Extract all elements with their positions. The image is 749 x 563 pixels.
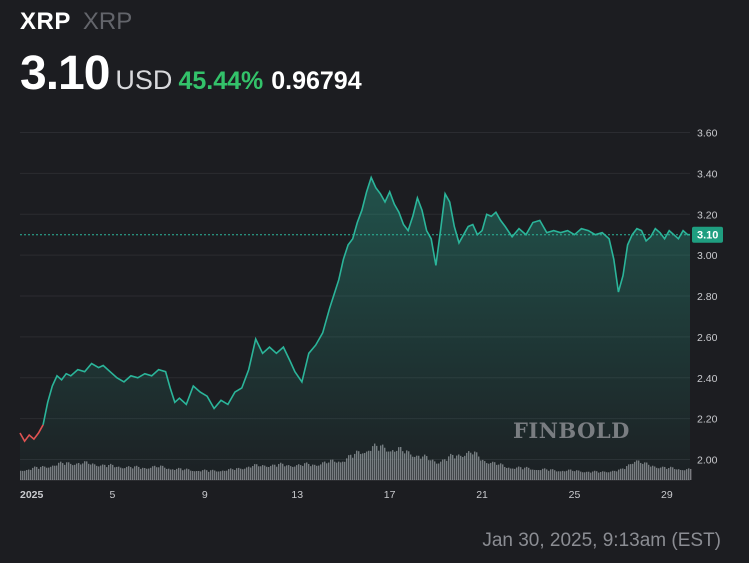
y-tick-label: 2.60 [697, 332, 718, 344]
y-tick-label: 2.80 [697, 291, 718, 303]
current-price: 3.10 [20, 47, 110, 100]
ticker-symbol: XRP [20, 8, 71, 35]
x-tick-label: 17 [384, 489, 396, 501]
finbold-watermark: FINBOLD [513, 418, 630, 443]
y-tick-label: 3.40 [697, 168, 718, 180]
current-price-tag-label: 3.10 [697, 230, 718, 242]
y-tick-label: 2.20 [697, 414, 718, 426]
x-tick-label: 21 [476, 489, 488, 501]
x-tick-label: 25 [569, 489, 581, 501]
price-line [42, 175, 690, 425]
ticker-name: XRP [82, 8, 133, 35]
x-tick-label: 9 [202, 489, 208, 501]
x-tick-label: 5 [109, 489, 115, 501]
y-tick-label: 3.00 [697, 250, 718, 262]
ticker-row: XRP XRP [20, 8, 362, 36]
x-axis-labels: 2025 5 9 13 17 21 25 29 [20, 489, 673, 501]
current-price-tag: 3.10 [692, 226, 723, 243]
price-row: 3.10 USD 45.44% 0.96794 [20, 46, 362, 101]
y-tick-label: 2.40 [697, 373, 718, 385]
price-chart[interactable]: 2.00 2.20 2.40 2.60 2.80 3.00 3.20 3.40 3.60 202… [0, 100, 749, 505]
currency-label: USD [115, 65, 173, 95]
current-price-tag-bg [692, 226, 723, 243]
price-area-fill [20, 177, 690, 480]
y-tick-label: 2.00 [697, 455, 718, 467]
timestamp: Jan 30, 2025, 9:13am (EST) [482, 530, 721, 551]
header: XRP XRP 3.10 USD 45.44% 0.96794 [20, 8, 362, 101]
change-value: 0.96794 [271, 67, 362, 95]
y-tick-label: 3.60 [697, 128, 718, 140]
x-tick-label: 29 [661, 489, 673, 501]
change-percent: 45.44% [178, 67, 264, 95]
price-line-start [19, 424, 44, 443]
x-tick-label: 2025 [20, 489, 44, 501]
y-tick-label: 3.20 [697, 209, 718, 221]
x-tick-label: 13 [291, 489, 303, 501]
y-axis-labels: 2.00 2.20 2.40 2.60 2.80 3.00 3.20 3.40 3.60 [697, 128, 718, 467]
volume-bar [690, 468, 692, 480]
